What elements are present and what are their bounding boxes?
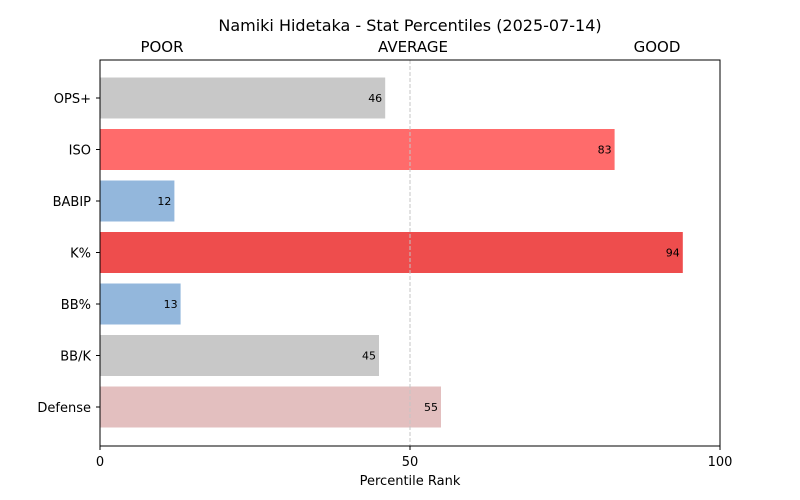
x-axis-label: Percentile Rank bbox=[360, 474, 461, 489]
zone-label-average: AVERAGE bbox=[378, 38, 448, 56]
bar-defense bbox=[100, 386, 441, 428]
y-tick-label: K% bbox=[70, 247, 91, 262]
plot-area: 46 83 12 94 13 45 55 bbox=[100, 60, 683, 446]
value-label-ops-: 46 bbox=[368, 92, 382, 105]
x-tick-label: 0 bbox=[96, 455, 104, 470]
y-tick-label: OPS+ bbox=[54, 92, 91, 107]
chart-title: Namiki Hidetaka - Stat Percentiles (2025… bbox=[218, 16, 601, 35]
value-label-k-: 94 bbox=[666, 247, 680, 260]
x-tick-label: 50 bbox=[402, 455, 419, 470]
y-tick-label: BB% bbox=[61, 298, 91, 313]
bar-k- bbox=[100, 232, 683, 273]
y-tick-label: BABIP bbox=[53, 195, 92, 210]
value-label-bb-: 13 bbox=[164, 298, 178, 311]
bar-babip bbox=[100, 180, 175, 222]
value-label-iso: 83 bbox=[598, 144, 612, 157]
bar-bb- bbox=[100, 283, 181, 325]
y-tick-label: Defense bbox=[37, 401, 91, 416]
y-tick-label: ISO bbox=[69, 144, 91, 159]
y-tick-label: BB/K bbox=[60, 350, 91, 365]
x-tick-label: 100 bbox=[708, 455, 733, 470]
bar-ops- bbox=[100, 77, 386, 119]
value-label-babip: 12 bbox=[157, 195, 171, 208]
zone-label-good: GOOD bbox=[634, 38, 681, 56]
bar-iso bbox=[100, 129, 615, 170]
value-label-defense: 55 bbox=[424, 401, 438, 414]
zone-label-poor: POOR bbox=[140, 38, 183, 56]
value-label-bb-k: 45 bbox=[362, 350, 376, 363]
bar-bb-k bbox=[100, 335, 379, 376]
